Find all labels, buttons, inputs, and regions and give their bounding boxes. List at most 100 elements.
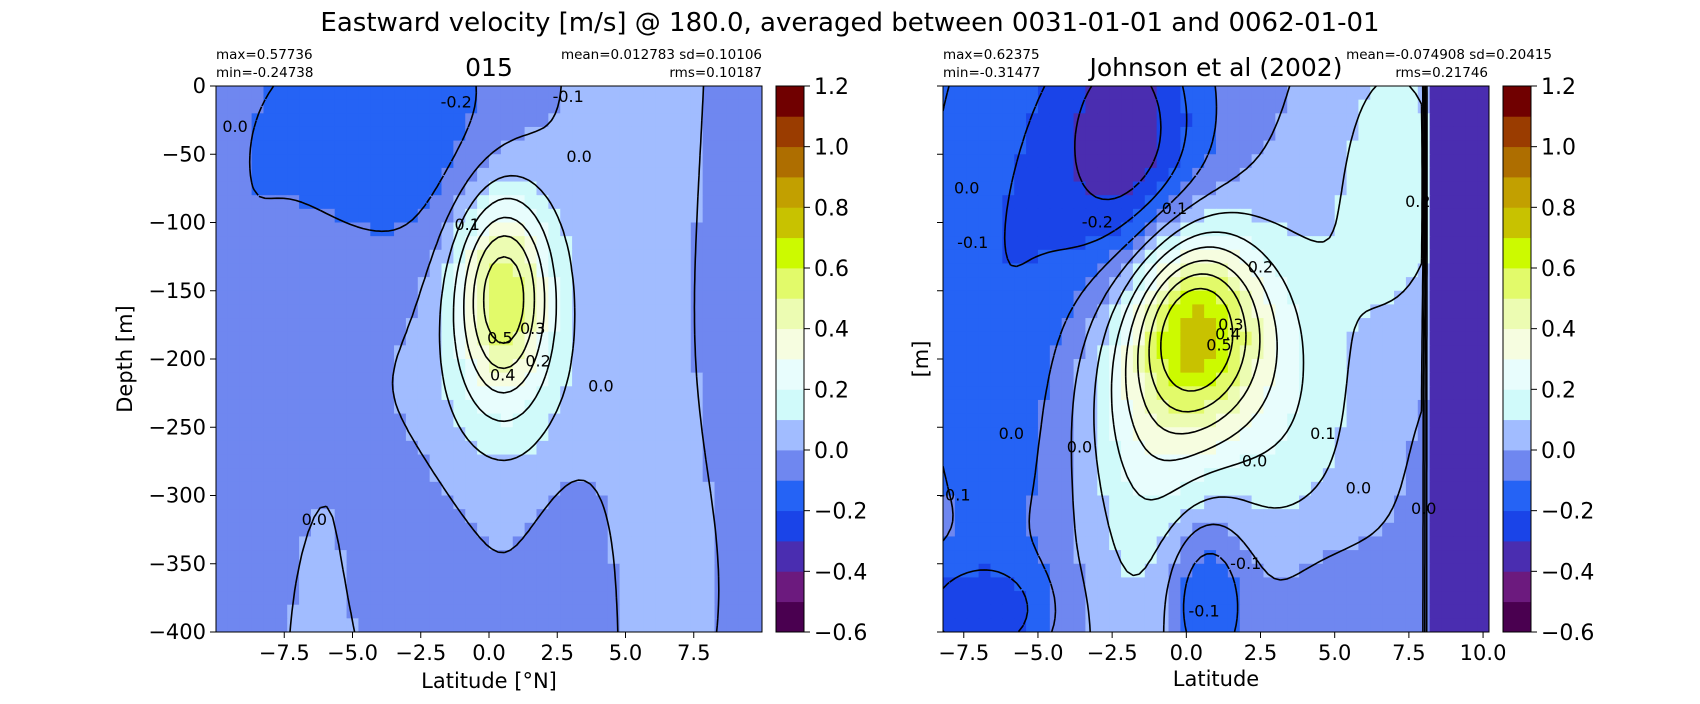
field-cell	[322, 263, 336, 278]
field-cell	[1061, 167, 1075, 183]
field-cell	[1014, 222, 1027, 237]
x-tick-label: 0.0	[1170, 641, 1203, 665]
field-cell	[572, 604, 585, 619]
field-cell	[1002, 440, 1015, 456]
field-cell	[1394, 522, 1407, 538]
contour-label: 0.0	[1067, 438, 1092, 457]
field-cell	[1097, 372, 1110, 387]
field-cell	[1049, 290, 1063, 305]
field-cell	[1037, 304, 1051, 319]
field-cell	[978, 454, 992, 469]
field-cell	[1394, 236, 1407, 251]
field-cell	[572, 236, 585, 251]
field-cell	[667, 495, 680, 510]
field-cell	[607, 290, 621, 305]
field-cell	[1085, 577, 1098, 592]
field-cell	[595, 618, 609, 632]
field-cell	[583, 604, 597, 619]
field-cell	[1405, 140, 1419, 155]
field-cell	[655, 413, 668, 428]
field-cell	[477, 222, 490, 237]
field-cell	[346, 181, 360, 196]
field-cell	[417, 468, 431, 483]
field-cell	[1465, 167, 1478, 183]
field-cell	[1121, 113, 1134, 128]
field-cell	[1073, 318, 1087, 333]
field-cell	[382, 208, 395, 224]
field-cell	[990, 290, 1003, 305]
field-cell	[1097, 618, 1110, 632]
field-cell	[489, 427, 502, 442]
field-cell	[489, 236, 502, 251]
field-cell	[1429, 522, 1443, 538]
field-cell	[726, 331, 739, 346]
field-cell	[643, 468, 656, 483]
field-cell	[750, 154, 762, 169]
field-cell	[1061, 591, 1075, 606]
field-cell	[287, 550, 300, 565]
field-cell	[1216, 427, 1229, 442]
field-cell	[441, 263, 454, 278]
field-cell	[251, 249, 265, 265]
field-cell	[1014, 522, 1027, 538]
field-cell	[1275, 413, 1288, 428]
field-cell	[227, 99, 241, 114]
field-cell	[966, 509, 980, 524]
field-cell	[1465, 113, 1478, 128]
field-cell	[1037, 440, 1051, 456]
field-cell	[655, 154, 668, 169]
field-cell	[346, 208, 360, 224]
field-cell	[1310, 126, 1324, 142]
field-cell	[1310, 86, 1324, 101]
field-cell	[1239, 509, 1253, 524]
field-cell	[417, 591, 431, 606]
field-cell	[1405, 318, 1419, 333]
field-cell	[536, 509, 549, 524]
field-cell	[334, 386, 348, 401]
field-cell	[524, 167, 538, 183]
field-cell	[978, 372, 992, 387]
field-cell	[310, 618, 324, 632]
field-cell	[275, 536, 288, 551]
field-cell	[382, 454, 395, 469]
field-cell	[619, 290, 633, 305]
field-cell	[322, 99, 336, 114]
field-cell	[1026, 195, 1039, 210]
field-cell	[227, 126, 241, 142]
field-cell	[1394, 345, 1407, 360]
field-cell	[1073, 195, 1087, 210]
field-cell	[346, 167, 360, 183]
field-cell	[1216, 236, 1229, 251]
field-cell	[275, 481, 288, 497]
field-cell	[954, 290, 968, 305]
field-cell	[1405, 86, 1419, 101]
field-cell	[334, 577, 348, 592]
field-cell	[489, 249, 502, 265]
field-cell	[1085, 550, 1098, 565]
field-cell	[990, 440, 1003, 456]
field-cell	[714, 263, 727, 278]
field-cell	[429, 140, 443, 155]
field-cell	[429, 236, 443, 251]
field-cell	[750, 372, 762, 387]
field-cell	[1002, 495, 1015, 510]
field-cell	[536, 577, 549, 592]
field-cell	[500, 550, 514, 565]
field-cell	[943, 454, 956, 469]
field-cell	[524, 154, 538, 169]
field-cell	[583, 495, 597, 510]
field-cell	[1192, 290, 1205, 305]
contour-line	[438, 174, 576, 462]
field-cell	[726, 577, 739, 592]
field-cell	[1299, 536, 1312, 551]
field-cell	[1049, 222, 1063, 237]
field-cell	[1299, 591, 1312, 606]
field-cell	[287, 318, 300, 333]
field-cell	[1453, 167, 1466, 183]
field-cell	[631, 318, 644, 333]
field-cell	[1239, 604, 1253, 619]
field-cell	[299, 468, 312, 483]
field-cell	[382, 140, 395, 155]
field-cell	[239, 604, 253, 619]
field-cell	[1132, 154, 1146, 169]
